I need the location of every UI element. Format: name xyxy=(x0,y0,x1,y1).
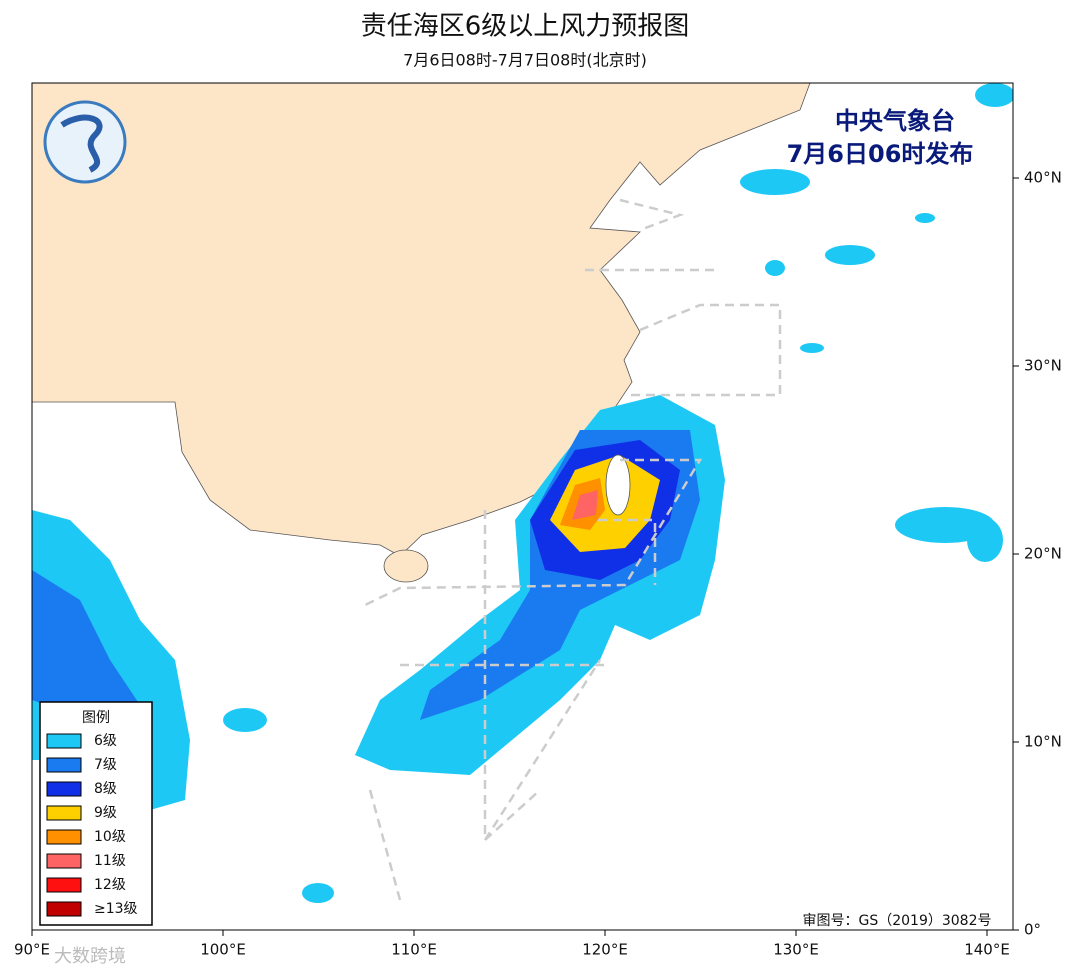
x-tick-label: 120°E xyxy=(582,941,628,959)
y-tick-label: 20°N xyxy=(1024,545,1062,563)
legend-label: 8级 xyxy=(94,781,117,797)
legend-label: 11级 xyxy=(94,853,126,869)
y-tick-label: 30°N xyxy=(1024,357,1062,375)
legend-swatch xyxy=(46,757,82,773)
legend-swatch xyxy=(46,901,82,917)
y-tick-label: 10°N xyxy=(1024,733,1062,751)
x-tick-label: 110°E xyxy=(391,941,437,959)
wind-11 xyxy=(572,490,598,520)
logo xyxy=(43,100,127,184)
y-tick-label: 40°N xyxy=(1024,169,1062,187)
y-tick-label: 0° xyxy=(1024,921,1041,939)
watermark: 大数跨境 xyxy=(54,946,126,967)
approval-number: 审图号：GS（2019）3082号 xyxy=(803,913,992,929)
legend-label: 10级 xyxy=(94,829,126,845)
legend-swatch xyxy=(46,829,82,845)
sea-area-boundaries xyxy=(364,198,782,901)
subtitle: 7月6日08时-7月7日08时(北京时) xyxy=(403,51,647,70)
x-tick-label: 100°E xyxy=(200,941,246,959)
legend-label: 9级 xyxy=(94,805,117,821)
legend: 图例 6级 7级 8级 9级 10级 11级 12级 ≥13级 xyxy=(39,701,153,926)
hainan xyxy=(383,549,429,583)
legend-label: 6级 xyxy=(94,733,117,749)
taiwan xyxy=(605,454,631,516)
map-frame xyxy=(31,82,1014,931)
title: 责任海区6级以上风力预报图 xyxy=(361,12,690,42)
issue-time: 7月6日06时发布 xyxy=(787,140,974,168)
x-tick-label: 90°E xyxy=(14,941,50,959)
legend-label: 12级 xyxy=(94,877,126,893)
x-tick-label: 140°E xyxy=(964,941,1010,959)
legend-swatch xyxy=(46,781,82,797)
legend-swatch xyxy=(46,853,82,869)
legend-label: 7级 xyxy=(94,757,117,773)
x-tick-label: 130°E xyxy=(773,941,819,959)
legend-swatch xyxy=(46,877,82,893)
agency: 中央气象台 xyxy=(835,107,955,135)
legend-swatch xyxy=(46,733,82,749)
legend-label: ≥13级 xyxy=(94,901,138,917)
map-body xyxy=(32,83,1013,930)
legend-swatch xyxy=(46,805,82,821)
legend-title: 图例 xyxy=(82,710,110,726)
